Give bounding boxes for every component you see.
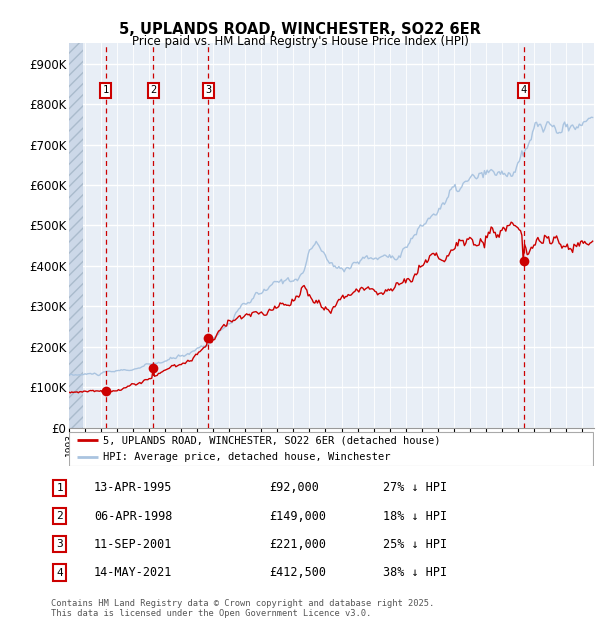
Text: 11-SEP-2001: 11-SEP-2001: [94, 538, 172, 551]
Text: 4: 4: [56, 567, 63, 578]
Text: 1: 1: [56, 483, 63, 493]
Text: 4: 4: [521, 86, 527, 95]
Text: 2: 2: [151, 86, 157, 95]
Text: 38% ↓ HPI: 38% ↓ HPI: [383, 566, 447, 579]
Text: 13-APR-1995: 13-APR-1995: [94, 481, 172, 494]
Text: 5, UPLANDS ROAD, WINCHESTER, SO22 6ER: 5, UPLANDS ROAD, WINCHESTER, SO22 6ER: [119, 22, 481, 37]
Text: 1: 1: [103, 86, 109, 95]
Text: 5, UPLANDS ROAD, WINCHESTER, SO22 6ER (detached house): 5, UPLANDS ROAD, WINCHESTER, SO22 6ER (d…: [103, 435, 440, 445]
Text: HPI: Average price, detached house, Winchester: HPI: Average price, detached house, Winc…: [103, 452, 391, 462]
Bar: [69, 43, 83, 428]
Text: 14-MAY-2021: 14-MAY-2021: [94, 566, 172, 579]
Text: 3: 3: [205, 86, 211, 95]
Text: 25% ↓ HPI: 25% ↓ HPI: [383, 538, 447, 551]
Text: £92,000: £92,000: [269, 481, 319, 494]
FancyBboxPatch shape: [69, 432, 593, 466]
Text: 18% ↓ HPI: 18% ↓ HPI: [383, 510, 447, 523]
Text: £149,000: £149,000: [269, 510, 326, 523]
Text: 3: 3: [56, 539, 63, 549]
Text: Price paid vs. HM Land Registry's House Price Index (HPI): Price paid vs. HM Land Registry's House …: [131, 35, 469, 48]
Text: 2: 2: [56, 511, 63, 521]
Text: £221,000: £221,000: [269, 538, 326, 551]
Text: 27% ↓ HPI: 27% ↓ HPI: [383, 481, 447, 494]
Text: Contains HM Land Registry data © Crown copyright and database right 2025.
This d: Contains HM Land Registry data © Crown c…: [51, 599, 434, 618]
Text: £412,500: £412,500: [269, 566, 326, 579]
Text: 06-APR-1998: 06-APR-1998: [94, 510, 172, 523]
